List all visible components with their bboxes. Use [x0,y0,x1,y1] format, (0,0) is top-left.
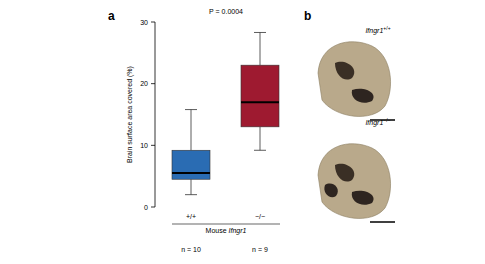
x-label-part: Ifngr1 [227,227,247,235]
figure: a P = 0.0004 0 10 20 30 Brain surface area cov… [0,0,485,264]
x-axis-label: Mouse Ifngr1 [206,227,247,235]
y-tick [151,145,155,146]
whisker-high [191,110,192,151]
y-axis [155,22,156,207]
plot-area [172,32,279,194]
stain [352,191,374,205]
scale-bar [370,221,395,223]
gene: Ifngr1 [365,119,383,127]
n-label: n = 9 [252,246,268,253]
y-tick [151,207,155,208]
brain-photo [318,144,391,219]
n-label: n = 10 [181,246,201,253]
stain [324,183,337,197]
whisker-low [260,127,261,150]
brain-shape [318,42,391,117]
y-tick-label: 20 [140,80,148,87]
panel-label: b [304,9,311,23]
whisker-cap [185,109,197,110]
box [172,150,210,179]
y-tick-label: 30 [140,19,148,26]
panel-label: a [108,9,115,23]
p-value: P = 0.0004 [209,8,243,15]
x-tick-label: +/+ [186,213,196,220]
y-tick-label: 0 [144,204,148,211]
brain-photo [318,42,391,117]
box [241,65,279,127]
group-line [172,224,280,225]
brain-shape [318,144,391,219]
gene: Ifngr1 [365,27,383,35]
median [241,101,279,103]
image-label: Ifngr1−/− [365,117,390,127]
whisker-cap [185,194,197,195]
stain [335,164,354,182]
y-axis-label: Brain surface area covered (%) [126,66,134,163]
whisker-cap [254,32,266,33]
stain [352,89,374,103]
image-label: Ifngr1+/+ [365,25,390,35]
whisker-high [260,32,261,65]
whisker-cap [254,150,266,151]
genotype: +/+ [383,25,390,31]
whisker-low [191,179,192,194]
stain [335,62,354,80]
x-tick-label: −/− [255,213,265,220]
median [172,172,210,174]
genotype: −/− [383,117,390,123]
y-tick-label: 10 [140,142,148,149]
y-tick [151,83,155,84]
y-tick [151,22,155,23]
x-label-part: Mouse [206,227,227,234]
